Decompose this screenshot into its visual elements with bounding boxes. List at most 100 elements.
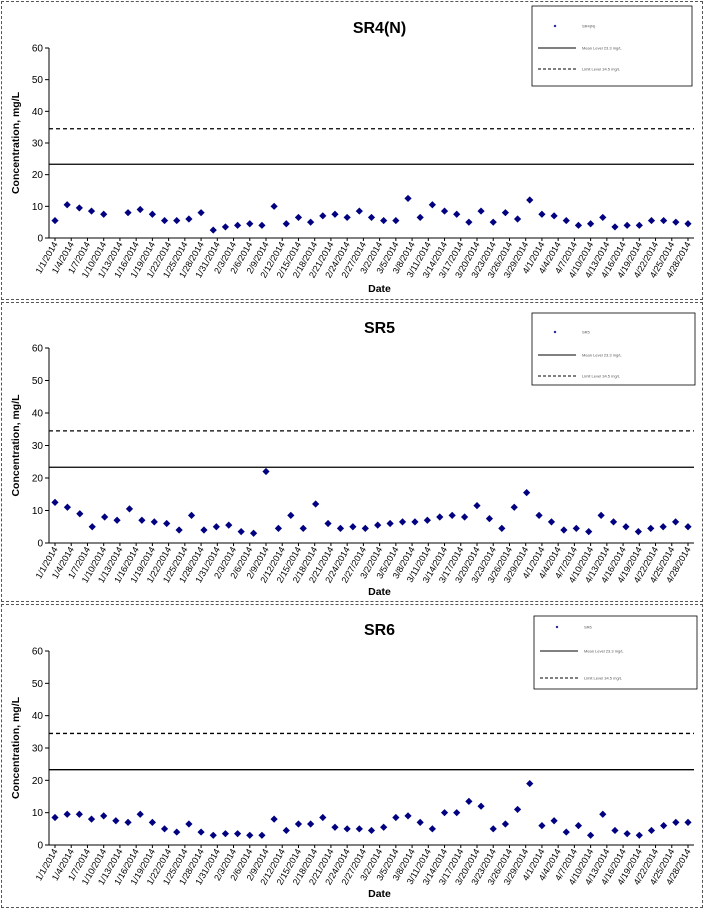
data-point	[611, 223, 619, 231]
data-point	[374, 521, 382, 529]
data-point	[684, 523, 692, 531]
y-tick-label: 40	[32, 711, 44, 722]
data-point	[225, 521, 233, 529]
data-point	[660, 216, 668, 225]
data-point	[355, 207, 363, 215]
data-point	[574, 221, 583, 229]
data-point	[647, 826, 656, 835]
data-point	[331, 823, 339, 831]
data-point	[258, 831, 266, 839]
data-point	[209, 831, 217, 839]
y-tick-label: 40	[32, 107, 44, 118]
data-point	[124, 818, 132, 826]
data-point	[671, 518, 680, 526]
data-point	[501, 820, 510, 828]
x-axis-title: Date	[368, 283, 391, 295]
y-tick-label: 0	[37, 234, 43, 245]
data-point	[550, 212, 558, 220]
data-point	[336, 524, 345, 532]
data-point	[197, 209, 205, 217]
data-point	[574, 822, 583, 830]
data-point	[647, 524, 655, 532]
data-point	[587, 220, 595, 228]
y-tick-label: 10	[32, 202, 44, 213]
data-point	[136, 205, 144, 214]
data-point	[526, 779, 534, 788]
data-point	[187, 511, 196, 519]
y-tick-label: 50	[32, 679, 44, 690]
data-point	[319, 212, 327, 220]
data-point	[398, 518, 407, 526]
data-point	[212, 523, 220, 531]
data-point	[355, 825, 363, 833]
legend-label: Mean Level 23.3 mg/L	[582, 45, 622, 50]
data-point	[307, 218, 315, 226]
data-point	[404, 812, 412, 820]
data-point	[609, 518, 618, 526]
y-axis-title: Concentration, mg/L	[10, 91, 22, 194]
data-point	[386, 519, 394, 528]
data-point	[209, 226, 217, 234]
legend-label: SR5	[582, 329, 591, 334]
legend-box	[531, 312, 696, 386]
data-point	[392, 813, 400, 822]
data-point	[87, 815, 96, 823]
data-point	[465, 797, 473, 805]
y-tick-label: 0	[37, 539, 43, 550]
data-point	[647, 216, 656, 225]
data-point	[197, 828, 205, 836]
data-point	[270, 202, 278, 210]
data-point	[282, 826, 290, 835]
data-point	[535, 511, 543, 519]
data-point	[246, 220, 254, 228]
data-point	[274, 524, 283, 532]
data-point	[63, 810, 71, 818]
data-point	[113, 516, 121, 524]
data-point	[599, 213, 607, 222]
y-tick-label: 60	[32, 344, 44, 355]
data-point	[312, 500, 320, 508]
data-point	[138, 516, 146, 524]
data-point	[221, 830, 230, 838]
data-point	[485, 515, 494, 523]
data-point	[173, 828, 181, 836]
data-point	[349, 523, 357, 531]
data-point	[270, 815, 278, 823]
data-point	[175, 526, 183, 534]
data-point	[361, 524, 369, 532]
data-point	[622, 523, 630, 531]
data-point	[233, 830, 242, 838]
data-point	[538, 210, 546, 218]
data-point	[623, 221, 631, 229]
data-point	[501, 209, 510, 217]
data-point	[440, 809, 449, 817]
data-point	[125, 505, 134, 513]
data-point	[88, 523, 96, 531]
y-tick-label: 60	[32, 44, 44, 55]
legend-label: Mean Level 23.3 mg/L	[582, 352, 622, 357]
data-point	[150, 518, 158, 526]
legend-label: Mean Level 23.3 mg/L	[584, 648, 624, 653]
data-point	[510, 503, 518, 511]
data-point	[411, 518, 419, 526]
data-point	[611, 826, 619, 835]
data-point	[160, 825, 169, 833]
data-point	[185, 820, 193, 828]
data-point	[63, 201, 71, 209]
chart-panel-sr5: SR5 Concentration, mg/L 0 10 20 30 40 50 60 1/1/2…	[1, 302, 703, 602]
data-point	[684, 220, 692, 228]
legend-box	[531, 5, 693, 87]
data-point	[258, 221, 266, 229]
legend-box	[533, 615, 698, 690]
data-point	[440, 207, 449, 215]
data-point	[635, 831, 643, 839]
data-point	[237, 528, 245, 536]
data-point	[465, 218, 473, 226]
data-point	[477, 802, 485, 810]
data-point	[380, 823, 388, 831]
data-point	[324, 519, 332, 528]
y-tick-label: 60	[32, 647, 44, 658]
data-point	[331, 210, 339, 218]
